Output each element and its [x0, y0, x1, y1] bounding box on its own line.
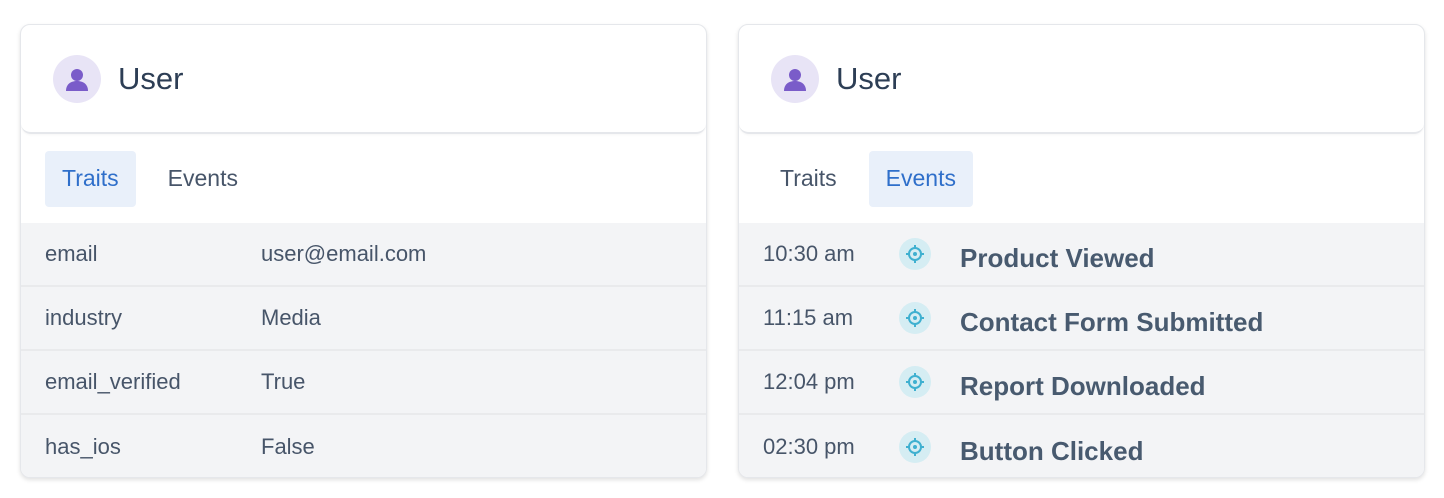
trait-value: True: [261, 369, 306, 394]
tab-events[interactable]: Events: [868, 150, 973, 207]
trait-row: email user@email.com: [21, 223, 706, 287]
card-header: User: [739, 25, 1424, 134]
events-list: 10:30 am Product Viewed 11:15 am Contact…: [739, 223, 1424, 477]
trait-value: user@email.com: [261, 241, 427, 266]
target-icon: [899, 366, 931, 398]
event-time: 02:30 pm: [763, 434, 855, 459]
trait-key: email_verified: [45, 369, 181, 394]
target-icon: [899, 431, 931, 463]
target-icon: [899, 238, 931, 270]
trait-key: email: [45, 241, 98, 266]
user-avatar-icon: [771, 54, 819, 103]
card-title: User: [836, 60, 902, 96]
user-avatar-icon: [53, 54, 101, 103]
trait-value: Media: [261, 305, 321, 330]
event-name: Button Clicked: [960, 435, 1144, 466]
event-name: Contact Form Submitted: [960, 306, 1264, 337]
event-row: 11:15 am Contact Form Submitted: [739, 287, 1424, 351]
trait-row: industry Media: [21, 287, 706, 351]
event-row: 02:30 pm Button Clicked: [739, 415, 1424, 477]
user-card-traits: User Traits Events email user@email.com i…: [20, 24, 707, 478]
tab-events[interactable]: Events: [167, 165, 238, 191]
event-name: Product Viewed: [960, 242, 1155, 273]
trait-value: False: [261, 434, 315, 459]
target-icon: [899, 302, 931, 334]
trait-key: has_ios: [45, 434, 121, 459]
card-title: User: [118, 60, 184, 96]
event-name: Report Downloaded: [960, 370, 1206, 401]
trait-row: email_verified True: [21, 351, 706, 415]
event-time: 10:30 am: [763, 241, 855, 266]
user-card-events: User Traits Events 10:30 am Product View…: [738, 24, 1425, 478]
trait-row: has_ios False: [21, 415, 706, 477]
tab-bar: Traits Events: [739, 134, 1424, 223]
tab-bar: Traits Events: [21, 134, 706, 223]
card-header: User: [21, 25, 706, 134]
event-row: 12:04 pm Report Downloaded: [739, 351, 1424, 415]
event-time: 12:04 pm: [763, 369, 855, 394]
event-row: 10:30 am Product Viewed: [739, 223, 1424, 287]
traits-table: email user@email.com industry Media email_…: [21, 223, 706, 477]
tab-traits[interactable]: Traits: [45, 150, 136, 207]
tab-traits[interactable]: Traits: [780, 165, 837, 191]
trait-key: industry: [45, 305, 123, 330]
event-time: 11:15 am: [763, 305, 854, 330]
